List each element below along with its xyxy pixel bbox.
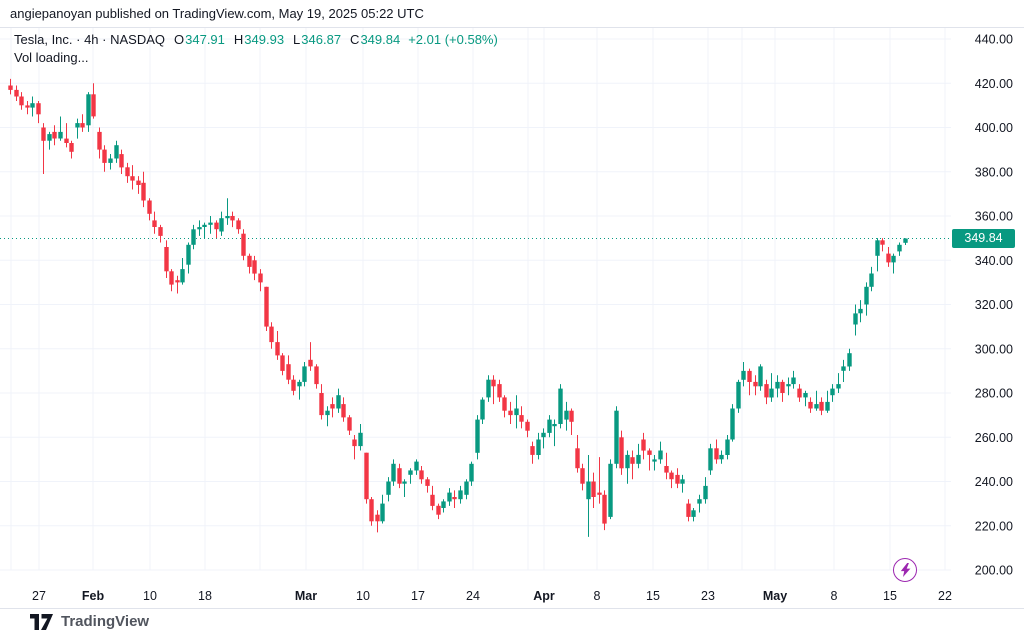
volume-status: Vol loading... [14, 50, 89, 65]
time-axis-label: 23 [701, 589, 715, 603]
price-axis-label: 240.00 [975, 475, 1013, 489]
price-axis-label: 380.00 [975, 165, 1013, 179]
price-axis-label: 320.00 [975, 298, 1013, 312]
time-axis-label: 10 [143, 589, 157, 603]
time-axis-label: 8 [831, 589, 838, 603]
last-price-label: 349.84 [952, 229, 1015, 248]
price-axis-label: 360.00 [975, 210, 1013, 224]
ohlc-high-value: 349.93 [244, 32, 285, 47]
price-axis-label: 400.00 [975, 121, 1013, 135]
price-axis-label: 200.00 [975, 564, 1013, 578]
symbol-title: Tesla, Inc. · 4h · NASDAQ [14, 32, 165, 47]
brand-name: TradingView [61, 613, 150, 630]
time-axis-label: 18 [198, 589, 212, 603]
price-axis-label: 440.00 [975, 33, 1013, 47]
tradingview-mark-icon [30, 613, 53, 630]
time-axis-label: Feb [82, 589, 105, 603]
ohlc-open-label: O [174, 32, 185, 47]
change-value: +2.01 (+0.58%) [408, 32, 498, 47]
ohlc-low-value: 346.87 [301, 32, 342, 47]
lightning-bolt-icon [900, 563, 911, 577]
price-axis-label: 280.00 [975, 387, 1013, 401]
chart-legend: Tesla, Inc. · 4h · NASDAQ O347.91 H349.93 L… [14, 32, 498, 66]
publish-header: angiepanoyan published on TradingView.co… [10, 6, 424, 21]
price-axis-label: 340.00 [975, 254, 1013, 268]
time-axis-label: 27 [32, 589, 46, 603]
price-axis-label: 420.00 [975, 77, 1013, 91]
time-axis-label: 8 [594, 589, 601, 603]
time-axis-label: May [763, 589, 787, 603]
tradingview-logo[interactable]: TradingView [30, 613, 149, 630]
ohlc-open-value: 347.91 [185, 32, 225, 47]
price-axis-label: 300.00 [975, 342, 1013, 356]
time-axis-label: Mar [295, 589, 317, 603]
price-axis-label: 260.00 [975, 431, 1013, 445]
time-axis-label: Apr [533, 589, 555, 603]
time-axis-label: 15 [646, 589, 660, 603]
ohlc-low-label: L [293, 32, 301, 47]
time-axis-label: 24 [466, 589, 480, 603]
ohlc-close-value: 349.84 [360, 32, 401, 47]
ohlc-high-label: H [233, 32, 244, 47]
price-axis-label: 220.00 [975, 519, 1013, 533]
boost-button[interactable] [893, 558, 917, 582]
time-axis-label: 15 [883, 589, 897, 603]
time-axis-label: 22 [938, 589, 952, 603]
time-axis-label: 17 [411, 589, 425, 603]
ohlc-close-label: C [350, 32, 360, 47]
time-axis-label: 10 [356, 589, 370, 603]
